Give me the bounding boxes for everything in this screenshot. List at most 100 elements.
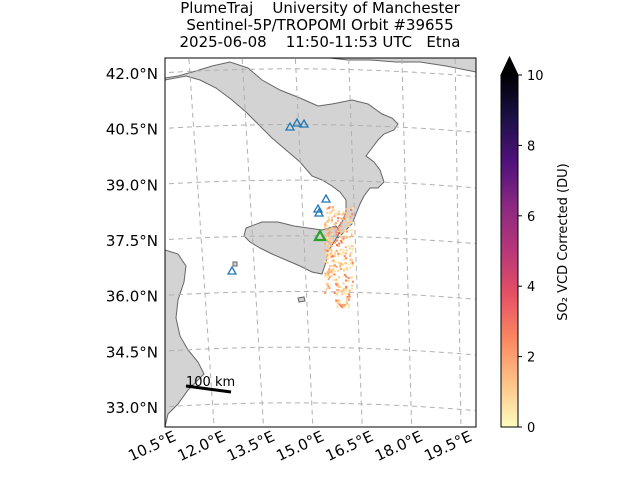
so2-pixel (328, 253, 330, 256)
so2-pixel (331, 219, 333, 222)
so2-pixel (346, 293, 348, 296)
so2-pixel (330, 210, 333, 213)
so2-pixel (340, 235, 343, 238)
so2-pixel (328, 271, 331, 274)
so2-pixel (349, 252, 352, 255)
so2-pixel (345, 285, 348, 288)
latitude-tick-label: 36.0°N (106, 288, 158, 306)
so2-pixel (338, 212, 341, 215)
so2-pixel (346, 217, 349, 220)
so2-pixel (349, 266, 352, 269)
so2-pixel (329, 242, 332, 245)
so2-pixel (326, 252, 329, 255)
so2-pixel (330, 269, 333, 272)
so2-pixel (334, 241, 336, 244)
so2-pixel (340, 262, 343, 265)
so2-pixel (335, 233, 338, 236)
so2-pixel (351, 261, 354, 264)
colorbar-tick-label: 0 (527, 421, 535, 436)
so2-pixel (335, 265, 338, 268)
so2-pixel (346, 230, 348, 233)
so2-pixel (326, 207, 329, 210)
so2-pixel (350, 244, 353, 247)
so2-pixel (337, 253, 340, 256)
so2-pixel (328, 287, 331, 289)
so2-pixel (338, 303, 341, 306)
so2-pixel (331, 260, 334, 263)
so2-pixel (337, 269, 340, 272)
so2-pixel (328, 265, 331, 268)
so2-pixel (326, 256, 329, 259)
so2-pixel (350, 262, 352, 265)
so2-pixel (327, 240, 330, 243)
so2-pixel (341, 303, 344, 306)
so2-pixel (325, 288, 328, 291)
so2-pixel (343, 217, 346, 220)
so2-pixel (331, 268, 334, 271)
so2-pixel (337, 230, 340, 233)
so2-pixel (335, 284, 338, 287)
so2-pixel (333, 273, 336, 276)
so2-pixel (341, 239, 344, 242)
balkan-coast (329, 58, 476, 73)
so2-pixel (349, 229, 352, 232)
so2-pixel (339, 304, 342, 307)
so2-pixel (345, 302, 348, 305)
so2-pixel (340, 240, 342, 242)
so2-pixel (346, 295, 349, 298)
meridian-gridline (294, 58, 314, 427)
so2-pixel (336, 282, 339, 285)
so2-pixel (337, 217, 340, 219)
so2-pixel (348, 236, 351, 239)
so2-pixel (333, 255, 336, 257)
meridian-gridline (401, 58, 413, 427)
so2-pixel (324, 272, 327, 275)
so2-pixel (326, 212, 329, 214)
so2-pixel (337, 302, 339, 305)
so2-pixel (336, 289, 339, 292)
latitude-tick-label: 40.5°N (106, 121, 158, 139)
so2-pixel (344, 305, 346, 308)
so2-pixel (339, 225, 342, 227)
scale-bar-label: 100 km (186, 375, 235, 390)
so2-pixel (333, 264, 336, 267)
so2-pixel (342, 230, 345, 233)
scale-bar: 100 km (185, 375, 235, 394)
so2-pixel (336, 244, 338, 246)
so2-pixel (338, 299, 341, 302)
longitude-tick-label: 15.0°E (273, 427, 326, 465)
so2-pixel (342, 211, 345, 214)
so2-pixel (338, 252, 341, 255)
so2-pixel (341, 293, 344, 296)
so2-pixel (341, 306, 343, 309)
so2-pixel (328, 230, 331, 233)
so2-pixel (330, 265, 333, 268)
so2-pixel (345, 279, 347, 282)
latitude-tick-label: 39.0°N (106, 176, 158, 194)
longitude-tick-label: 12.0°E (175, 427, 228, 465)
colorbar-tick-label: 6 (527, 210, 535, 225)
volcano-marker-vesuvius-2 (291, 117, 303, 127)
so2-pixel (327, 274, 330, 277)
volcano-marker-aeolian-2 (313, 207, 325, 217)
so2-pixel (325, 242, 328, 245)
so2-pixel (336, 291, 339, 294)
so2-pixel (327, 277, 330, 280)
so2-pixel (324, 242, 327, 245)
so2-pixel (337, 228, 339, 231)
so2-pixel (342, 268, 345, 270)
so2-pixel (342, 290, 345, 293)
colorbar-tick-label: 2 (527, 351, 535, 366)
so2-pixel (337, 255, 340, 258)
so2-pixel (335, 249, 338, 252)
so2-pixel (349, 220, 352, 223)
so2-pixel (337, 211, 340, 214)
colorbar-extend-arrow (500, 55, 519, 76)
so2-pixel (346, 268, 349, 271)
so2-pixel (328, 239, 330, 242)
map-frame (164, 57, 477, 428)
so2-pixel (334, 212, 337, 215)
so2-pixel (339, 268, 342, 271)
pantelleria (232, 261, 238, 267)
so2-pixel (324, 260, 327, 263)
